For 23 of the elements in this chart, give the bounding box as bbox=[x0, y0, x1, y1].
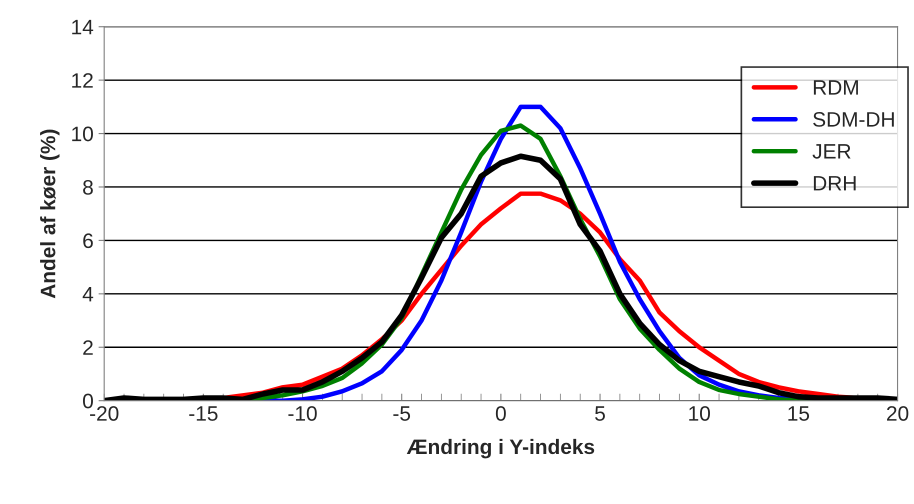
legend-label: DRH bbox=[814, 176, 856, 190]
x-tick-label: 0 bbox=[496, 406, 506, 421]
x-tick-label: 15 bbox=[788, 406, 810, 421]
y-tick-label: 8 bbox=[83, 180, 93, 195]
y-axis-title: Andel af køer (%) bbox=[40, 130, 60, 298]
legend-label: SDM-DH bbox=[813, 112, 894, 127]
legend-label: JER bbox=[812, 144, 851, 159]
x-tick-label: -5 bbox=[393, 406, 410, 421]
y-tick-label: 10 bbox=[72, 126, 93, 142]
y-tick-label: 12 bbox=[72, 73, 93, 88]
x-tick-label: -20 bbox=[90, 406, 118, 421]
y-tick-label: 2 bbox=[83, 340, 93, 355]
y-tick-label: 6 bbox=[83, 233, 93, 248]
x-tick-label: 10 bbox=[689, 406, 710, 421]
x-tick-label: 5 bbox=[595, 406, 605, 421]
x-tick-label: -15 bbox=[189, 406, 218, 421]
legend-label: RDM bbox=[814, 80, 858, 95]
y-tick-label: 4 bbox=[82, 287, 94, 302]
x-tick-label: -10 bbox=[288, 406, 317, 421]
y-tick-label: 14 bbox=[72, 20, 94, 34]
y-tick-label: 0 bbox=[83, 394, 93, 408]
x-tick-label: 20 bbox=[887, 406, 908, 421]
x-axis-title: Ændring i Y-indeks bbox=[406, 438, 594, 458]
